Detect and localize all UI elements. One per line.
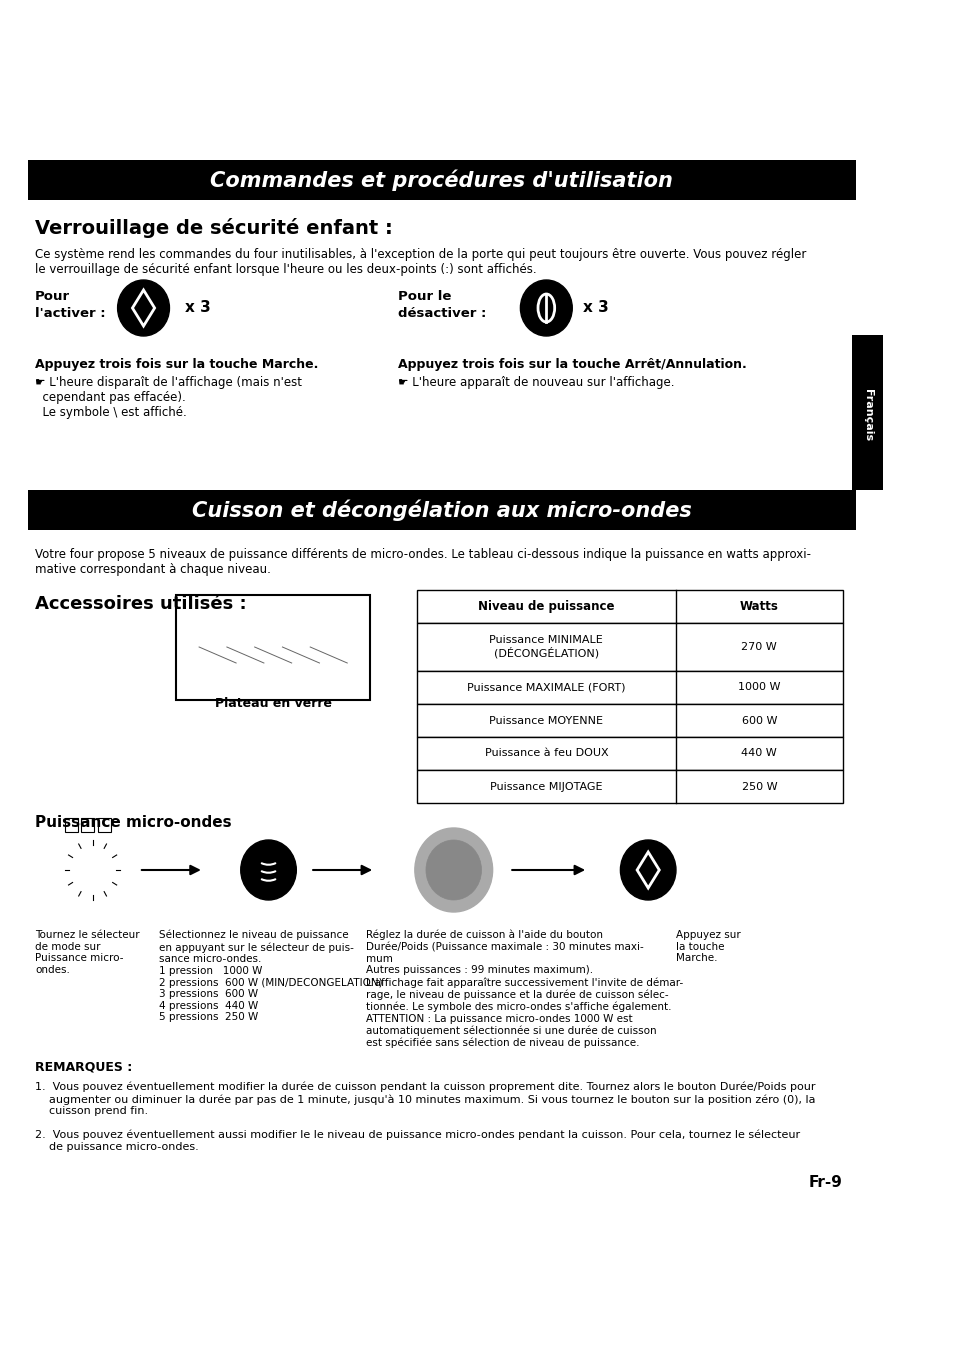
Text: Puissance micro-ondes: Puissance micro-ondes bbox=[35, 815, 232, 830]
Text: Tournez le sélecteur
de mode sur
Puissance micro-
ondes.: Tournez le sélecteur de mode sur Puissan… bbox=[35, 929, 140, 975]
FancyBboxPatch shape bbox=[416, 770, 841, 802]
Text: x 3: x 3 bbox=[583, 300, 608, 316]
Text: 2.  Vous pouvez éventuellement aussi modifier le le niveau de puissance micro-on: 2. Vous pouvez éventuellement aussi modi… bbox=[35, 1129, 800, 1152]
Text: 600 W: 600 W bbox=[740, 716, 777, 725]
FancyBboxPatch shape bbox=[28, 159, 855, 200]
Text: ☛ L'heure disparaît de l'affichage (mais n'est: ☛ L'heure disparaît de l'affichage (mais… bbox=[35, 376, 302, 389]
FancyBboxPatch shape bbox=[81, 817, 94, 832]
FancyBboxPatch shape bbox=[175, 594, 370, 700]
FancyBboxPatch shape bbox=[416, 704, 841, 738]
Text: l'activer :: l'activer : bbox=[35, 307, 106, 320]
Text: 440 W: 440 W bbox=[740, 748, 777, 758]
FancyBboxPatch shape bbox=[65, 817, 78, 832]
Text: Le symbole \ est affiché.: Le symbole \ est affiché. bbox=[35, 407, 187, 419]
Text: Cuisson et décongélation aux micro-ondes: Cuisson et décongélation aux micro-ondes bbox=[192, 500, 691, 520]
FancyBboxPatch shape bbox=[98, 817, 111, 832]
Text: Réglez la durée de cuisson à l'aide du bouton
Durée/Poids (Puissance maximale : : Réglez la durée de cuisson à l'aide du b… bbox=[365, 929, 682, 1048]
Text: cependant pas effacée).: cependant pas effacée). bbox=[35, 390, 186, 404]
FancyBboxPatch shape bbox=[416, 590, 841, 623]
Text: Pour le: Pour le bbox=[397, 290, 451, 303]
Text: Verrouillage de sécurité enfant :: Verrouillage de sécurité enfant : bbox=[35, 218, 393, 238]
Text: Puissance MIJOTAGE: Puissance MIJOTAGE bbox=[490, 781, 602, 792]
Text: x 3: x 3 bbox=[185, 300, 211, 316]
Text: 1.  Vous pouvez éventuellement modifier la durée de cuisson pendant la cuisson p: 1. Vous pouvez éventuellement modifier l… bbox=[35, 1082, 815, 1116]
Text: Français: Français bbox=[862, 389, 872, 440]
Text: Ce système rend les commandes du four inutilisables, à l'exception de la porte q: Ce système rend les commandes du four in… bbox=[35, 249, 805, 276]
Text: Puissance MAXIMALE (FORT): Puissance MAXIMALE (FORT) bbox=[467, 682, 625, 693]
Text: 250 W: 250 W bbox=[740, 781, 777, 792]
Circle shape bbox=[619, 840, 676, 900]
Circle shape bbox=[520, 280, 572, 336]
Text: Niveau de puissance: Niveau de puissance bbox=[477, 600, 614, 613]
Text: Appuyez trois fois sur la touche Arrêt/Annulation.: Appuyez trois fois sur la touche Arrêt/A… bbox=[397, 358, 746, 372]
Text: Puissance MOYENNE: Puissance MOYENNE bbox=[489, 716, 602, 725]
Text: désactiver :: désactiver : bbox=[397, 307, 486, 320]
FancyBboxPatch shape bbox=[851, 335, 882, 490]
FancyBboxPatch shape bbox=[416, 738, 841, 770]
Text: Pour: Pour bbox=[35, 290, 71, 303]
Text: Watts: Watts bbox=[740, 600, 778, 613]
FancyBboxPatch shape bbox=[416, 671, 841, 704]
Text: Puissance à feu DOUX: Puissance à feu DOUX bbox=[484, 748, 607, 758]
Ellipse shape bbox=[194, 627, 352, 682]
Text: Sélectionnez le niveau de puissance
en appuyant sur le sélecteur de puis-
sance : Sélectionnez le niveau de puissance en a… bbox=[159, 929, 382, 1023]
Circle shape bbox=[57, 832, 128, 908]
FancyBboxPatch shape bbox=[416, 623, 841, 671]
Text: 1000 W: 1000 W bbox=[738, 682, 780, 693]
Text: Appuyez sur
la touche
Marche.: Appuyez sur la touche Marche. bbox=[676, 929, 740, 963]
Text: Plateau en verre: Plateau en verre bbox=[214, 697, 332, 711]
Circle shape bbox=[117, 280, 170, 336]
Text: 270 W: 270 W bbox=[740, 642, 777, 653]
Text: Appuyez trois fois sur la touche Marche.: Appuyez trois fois sur la touche Marche. bbox=[35, 358, 318, 372]
Text: Fr-9: Fr-9 bbox=[808, 1175, 841, 1190]
Text: Accessoires utilisés :: Accessoires utilisés : bbox=[35, 594, 247, 613]
Text: Commandes et procédures d'utilisation: Commandes et procédures d'utilisation bbox=[210, 169, 673, 190]
Circle shape bbox=[240, 840, 296, 900]
Text: ☛ L'heure apparaît de nouveau sur l'affichage.: ☛ L'heure apparaît de nouveau sur l'affi… bbox=[397, 376, 674, 389]
Text: Puissance MINIMALE
(DÉCONGÉLATION): Puissance MINIMALE (DÉCONGÉLATION) bbox=[489, 635, 602, 659]
Text: REMARQUES :: REMARQUES : bbox=[35, 1061, 132, 1073]
Circle shape bbox=[425, 840, 481, 900]
Circle shape bbox=[415, 828, 492, 912]
FancyBboxPatch shape bbox=[28, 490, 855, 530]
Text: Votre four propose 5 niveaux de puissance différents de micro-ondes. Le tableau : Votre four propose 5 niveaux de puissanc… bbox=[35, 549, 810, 576]
